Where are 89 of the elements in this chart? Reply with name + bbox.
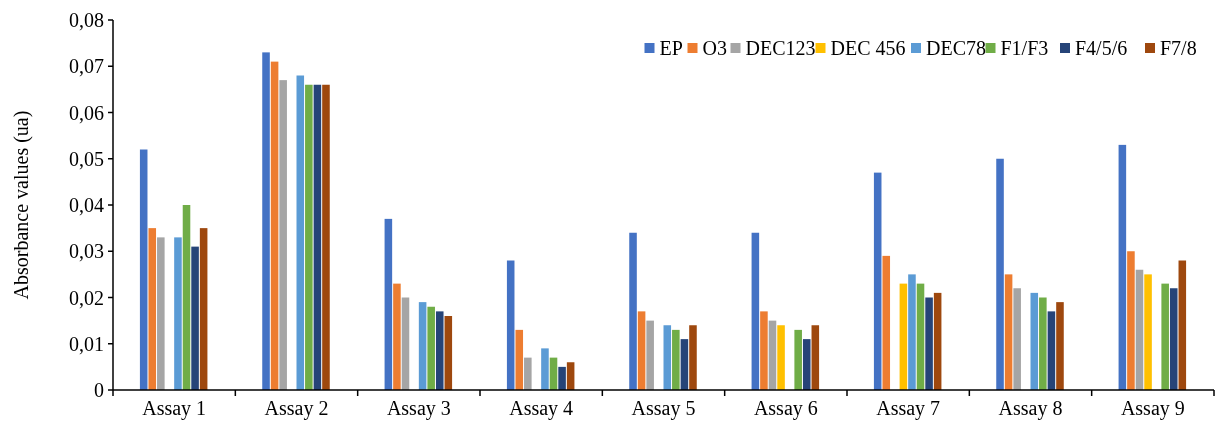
bar — [322, 84, 330, 390]
bar — [262, 52, 270, 390]
y-tick-label: 0,08 — [69, 9, 104, 31]
y-tick-label: 0,07 — [69, 55, 104, 78]
y-tick-label: 0,01 — [69, 332, 104, 355]
x-tick-label: Assay 9 — [1120, 397, 1185, 420]
bar — [541, 348, 549, 390]
bar — [1169, 288, 1178, 390]
bar — [305, 84, 313, 390]
bar — [646, 320, 654, 390]
bar — [174, 237, 182, 390]
bar — [663, 325, 672, 390]
bar — [637, 311, 646, 390]
legend-label: DEC123 — [745, 37, 816, 59]
bar — [1161, 283, 1169, 390]
y-tick-label: 0,04 — [69, 194, 104, 216]
bar — [1004, 274, 1013, 390]
bar — [996, 158, 1004, 390]
x-tick-label: Assay 4 — [509, 397, 574, 420]
bar — [777, 325, 785, 390]
bar — [270, 61, 279, 390]
bar — [1118, 144, 1127, 390]
bar — [566, 362, 575, 390]
bar — [313, 84, 322, 390]
legend-label: F1/F3 — [1000, 37, 1049, 59]
bar — [1135, 269, 1144, 390]
x-tick-label: Assay 1 — [142, 397, 207, 420]
bar — [148, 228, 157, 390]
bar — [1030, 292, 1039, 390]
bar — [296, 75, 305, 390]
bar — [1127, 251, 1135, 390]
legend-label: DEC 456 — [830, 37, 906, 59]
bar — [1013, 288, 1021, 390]
bar — [191, 246, 199, 390]
x-tick-label: Assay 7 — [876, 397, 941, 420]
bar — [558, 366, 566, 390]
bar — [925, 297, 933, 390]
y-tick-label: 0,02 — [69, 286, 104, 309]
y-tick-label: 0,06 — [69, 101, 104, 124]
legend-label: F4/5/6 — [1075, 37, 1128, 59]
x-tick-label: Assay 3 — [386, 397, 451, 420]
x-tick-label: Assay 8 — [998, 397, 1063, 420]
bar — [1144, 274, 1152, 390]
x-tick-label: Assay 5 — [631, 397, 696, 420]
bar — [689, 325, 697, 390]
bar — [908, 274, 916, 390]
bar — [515, 329, 524, 390]
bar — [524, 357, 532, 390]
bar — [1047, 311, 1056, 390]
y-tick-label: 0,05 — [69, 147, 104, 170]
bar — [139, 149, 148, 390]
x-tick-label: Assay 6 — [753, 397, 818, 420]
bar — [427, 306, 435, 390]
y-axis-title: Absorbance values (ua) — [10, 110, 33, 300]
bar — [629, 232, 637, 390]
bar — [1178, 260, 1187, 390]
bar — [444, 316, 453, 390]
x-tick-label: Assay 2 — [264, 397, 329, 420]
bar — [506, 260, 515, 390]
bar — [882, 255, 891, 390]
bar — [916, 283, 925, 390]
bar — [802, 339, 811, 390]
y-tick-label: 0,03 — [69, 240, 104, 263]
bar — [794, 329, 802, 390]
bar — [672, 329, 680, 390]
bar — [279, 80, 287, 390]
legend-label: DEC78 — [926, 37, 986, 59]
bar — [435, 311, 444, 390]
bar — [768, 320, 777, 390]
bar — [811, 325, 820, 390]
bar — [418, 302, 427, 390]
bar — [873, 172, 882, 390]
y-tick-label: 0 — [94, 379, 104, 401]
legend-label: F7/8 — [1160, 37, 1197, 59]
bar — [1056, 302, 1064, 390]
bar — [157, 237, 165, 390]
bar — [393, 283, 401, 390]
bar — [899, 283, 908, 390]
bar — [751, 232, 760, 390]
bar — [401, 297, 410, 390]
legend-label: EP — [659, 37, 683, 59]
bar — [680, 339, 689, 390]
bar — [182, 205, 191, 390]
bar — [199, 228, 208, 390]
bar — [1039, 297, 1047, 390]
bar — [760, 311, 768, 390]
bar — [933, 292, 942, 390]
bar — [384, 218, 393, 390]
legend-label: O3 — [702, 37, 727, 59]
